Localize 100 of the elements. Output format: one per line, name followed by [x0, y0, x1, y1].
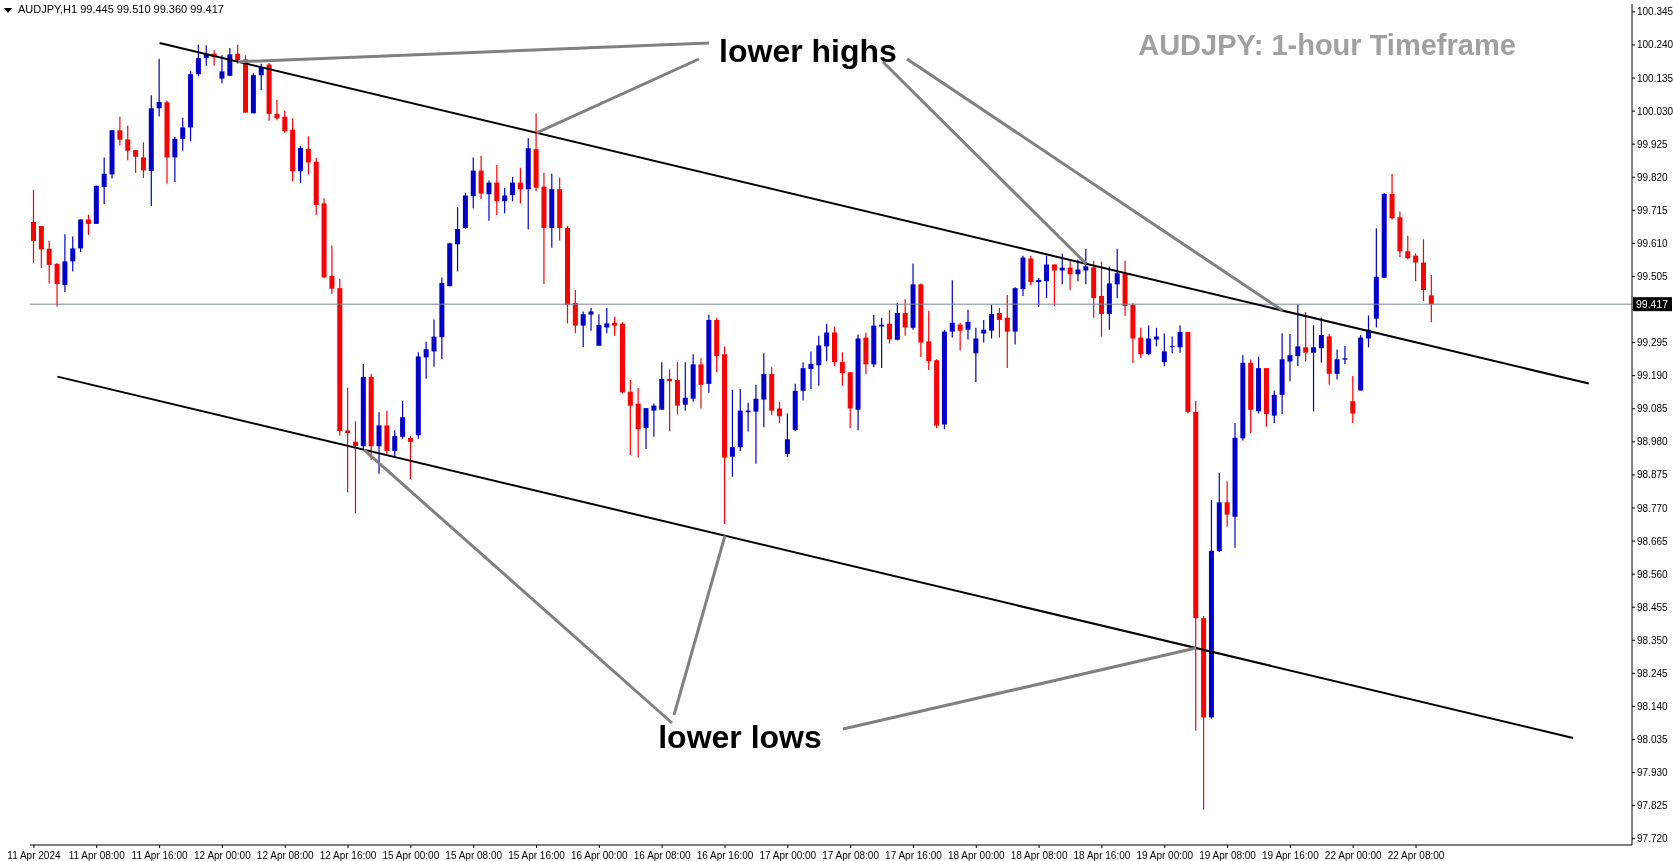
x-tick-label: 12 Apr 16:00 — [319, 850, 377, 861]
candlestick — [816, 335, 822, 387]
candlestick — [596, 313, 602, 347]
candlestick — [1287, 333, 1293, 382]
candlestick — [1405, 235, 1411, 260]
candlestick — [1311, 324, 1317, 412]
candlestick — [1036, 277, 1042, 308]
y-tick-label: 100.345 — [1637, 6, 1673, 18]
candlestick — [1334, 348, 1340, 381]
candlestick — [1067, 260, 1073, 291]
y-tick-label: 97.720 — [1637, 833, 1669, 845]
candlestick — [965, 309, 971, 341]
candlestick — [352, 420, 358, 514]
candlestick — [274, 99, 280, 121]
y-tick-label: 98.350 — [1637, 634, 1669, 646]
candlestick — [698, 357, 704, 410]
candlestick — [1161, 332, 1167, 367]
candlestick — [38, 225, 44, 269]
candlestick — [949, 279, 955, 339]
candlestick — [431, 319, 437, 368]
x-tick-label: 22 Apr 08:00 — [1387, 850, 1445, 861]
candlestick — [101, 156, 107, 205]
candlestick — [133, 149, 139, 174]
annotation: AUDJPY,H1 99.445 99.510 99.360 99.417 — [18, 3, 224, 15]
y-tick-label: 98.770 — [1637, 502, 1669, 514]
x-tick-label: 16 Apr 16:00 — [696, 850, 754, 861]
candlestick — [517, 167, 523, 204]
candlestick — [580, 310, 586, 348]
y-tick-label: 100.030 — [1637, 105, 1673, 117]
candlestick — [1413, 252, 1419, 282]
candlestick — [1114, 248, 1120, 299]
candlestick — [180, 117, 186, 152]
candlestick — [486, 179, 492, 222]
x-tick-label: 19 Apr 08:00 — [1199, 850, 1257, 861]
y-tick-label: 98.560 — [1637, 568, 1669, 580]
x-tick-label: 17 Apr 16:00 — [885, 850, 943, 861]
x-tick-label: 16 Apr 00:00 — [570, 850, 629, 861]
candlestick — [784, 412, 790, 458]
candlestick — [125, 124, 131, 161]
candlestick — [777, 401, 783, 424]
candlestick — [926, 310, 932, 371]
candlestick — [1028, 255, 1034, 286]
annotation: lower lows — [658, 719, 822, 755]
x-tick-label: 11 Apr 2024 — [7, 850, 61, 861]
y-tick-label: 100.135 — [1637, 72, 1673, 84]
candlestick — [423, 341, 429, 380]
y-tick-label: 99.085 — [1637, 403, 1669, 415]
candlestick — [478, 155, 484, 200]
candlestick — [54, 262, 60, 307]
candlestick — [1177, 324, 1183, 354]
y-tick-label: 98.245 — [1637, 667, 1669, 679]
candlestick — [1146, 325, 1152, 356]
candlestick — [219, 54, 225, 84]
candlestick — [376, 411, 382, 475]
candlestick — [1051, 263, 1057, 307]
y-tick-label: 99.295 — [1637, 337, 1669, 349]
y-tick-label: 99.190 — [1637, 370, 1669, 382]
candlestick — [305, 135, 311, 175]
candlestick — [989, 304, 995, 340]
candlestick — [902, 298, 908, 337]
candlestick — [85, 214, 91, 236]
candlestick — [282, 109, 288, 134]
candlestick — [839, 351, 845, 387]
candlestick — [667, 368, 673, 433]
x-tick-label: 12 Apr 08:00 — [256, 850, 315, 861]
candlestick — [407, 435, 413, 480]
candlestick — [140, 141, 146, 179]
candlestick — [1318, 317, 1324, 364]
candlestick — [1224, 480, 1230, 528]
candlestick — [1271, 389, 1277, 424]
x-tick-label: 11 Apr 08:00 — [68, 850, 126, 861]
x-tick-label: 17 Apr 00:00 — [759, 850, 817, 861]
y-tick-label: 100.240 — [1637, 39, 1673, 51]
x-tick-label: 16 Apr 08:00 — [633, 850, 691, 861]
candlestick — [729, 389, 735, 478]
x-tick-label: 12 Apr 00:00 — [194, 850, 252, 861]
y-tick-label: 98.455 — [1637, 601, 1669, 613]
candlestick — [886, 309, 892, 345]
candlestick — [70, 235, 76, 273]
candlestick — [824, 323, 830, 362]
x-tick-label: 11 Apr 16:00 — [131, 850, 188, 861]
y-tick-label: 98.665 — [1637, 535, 1669, 547]
y-tick-label: 99.610 — [1637, 237, 1669, 249]
candlestick — [643, 407, 649, 450]
y-tick-label: 99.820 — [1637, 171, 1669, 183]
candlestick — [682, 361, 688, 412]
candlestick — [1350, 375, 1356, 424]
x-tick-label: 18 Apr 08:00 — [1010, 850, 1068, 861]
candlestick — [31, 189, 36, 264]
candlestick — [1099, 261, 1104, 338]
candlestick — [345, 387, 351, 493]
candlestick — [612, 316, 618, 337]
candlestick — [604, 307, 610, 334]
candlestick — [1138, 327, 1144, 359]
candlestick — [957, 322, 963, 352]
x-tick-label: 15 Apr 00:00 — [382, 850, 440, 861]
candlestick — [753, 384, 759, 465]
y-tick-label: 98.140 — [1637, 700, 1669, 712]
candlestick — [494, 164, 500, 216]
x-tick-label: 19 Apr 16:00 — [1262, 850, 1320, 861]
